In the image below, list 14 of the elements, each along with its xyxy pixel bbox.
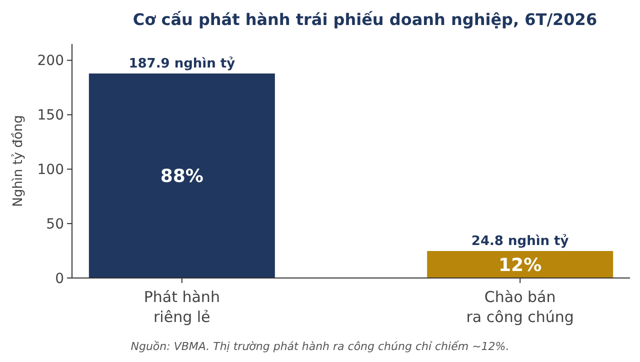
x-tick-label: Chào bán ra công chúng [466,288,574,326]
y-tick-label: 0 [55,270,64,287]
y-tick-label: 100 [37,162,64,178]
x-tick-label: Phát hành riêng lẻ [144,288,220,326]
y-tick-label: 150 [37,108,64,124]
annotation: 12% [498,254,542,276]
data-label: 187.9 nghìn tỷ [128,56,236,72]
chart-title: Cơ cấu phát hành trái phiếu doanh nghiệp, 6T/2026 [132,10,598,29]
y-tick-label: 200 [37,53,64,70]
y-axis-title: Nghìn tỷ đồng [10,115,26,207]
text: Nguồn: VBMA. Thị trường phát hành ra công chúng chỉ chiếm ~12%. [130,340,510,353]
y-tick-label: 50 [46,216,64,232]
annotation: 88% [160,166,204,188]
data-label: 24.8 nghìn tỷ [471,234,570,250]
